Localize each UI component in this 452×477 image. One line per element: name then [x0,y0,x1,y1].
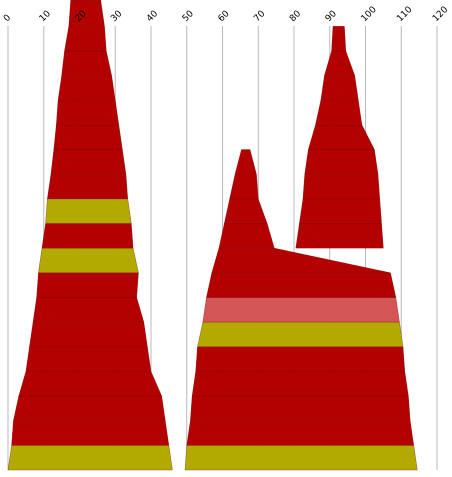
band-left-stack-2 [13,395,166,421]
band-right-stack-10-1 [299,198,382,224]
band-layer [7,0,418,471]
band-right-stack-13 [307,124,375,150]
band-left-stack-12 [50,149,127,175]
band-left-stack-15 [57,75,116,101]
band-right-stack-12-1 [304,149,379,175]
x-tick-label-0: 0 [2,13,13,24]
band-right-stack-5 [197,321,404,347]
band-right-stack-3 [191,371,409,397]
band-right-stack-8 [211,247,391,274]
band-left-stack-19 [70,0,102,2]
band-right-stack-14 [315,100,363,126]
x-tick-label-10: 10 [38,9,53,24]
band-right-stack-17 [331,26,347,52]
band-left-stack-13 [53,124,123,150]
band-left-stack-11 [47,173,129,200]
band-left-stack-10 [45,198,132,224]
band-right-stack-4 [195,346,406,372]
band-right-stack-10-0 [223,198,268,224]
band-right-stack-16 [324,50,356,76]
band-left-stack-4 [25,346,152,372]
band-left-stack-6 [32,297,145,323]
band-right-stack-0 [184,445,418,471]
x-tick-label-120: 120 [431,5,450,24]
x-tick-label-60: 60 [217,9,232,24]
x-tick-label-70: 70 [252,9,267,24]
series-left-stack [7,0,173,471]
band-left-stack-9 [41,223,134,249]
band-right-stack-11-0 [229,173,259,200]
band-left-stack-5 [29,321,148,347]
x-tick-label-100: 100 [360,5,379,24]
band-left-stack-3 [18,371,163,397]
band-left-stack-16 [61,50,112,76]
band-left-stack-17 [64,26,107,52]
band-right-stack-9-1 [295,223,384,249]
band-right-stack-12-0 [234,149,257,175]
band-left-stack-7 [36,272,139,298]
x-tick-label-40: 40 [145,9,160,24]
band-right-stack-15 [320,75,359,101]
band-right-stack-7 [206,272,397,298]
band-right-stack-6 [202,297,400,323]
band-right-stack-9-0 [218,223,275,249]
band-left-stack-8 [38,247,139,274]
band-left-stack-1 [11,420,170,446]
x-tick-label-80: 80 [288,9,303,24]
band-left-stack-14 [55,100,120,126]
x-tick-label-90: 90 [324,9,339,24]
band-right-stack-2 [190,395,411,421]
x-tick-label-110: 110 [395,5,414,24]
band-left-stack-0 [7,445,173,471]
band-right-stack-1 [186,420,415,446]
series-right-stack [184,26,418,471]
band-right-stack-11-1 [302,173,381,200]
x-tick-label-30: 30 [109,9,124,24]
x-tick-label-50: 50 [181,9,196,24]
